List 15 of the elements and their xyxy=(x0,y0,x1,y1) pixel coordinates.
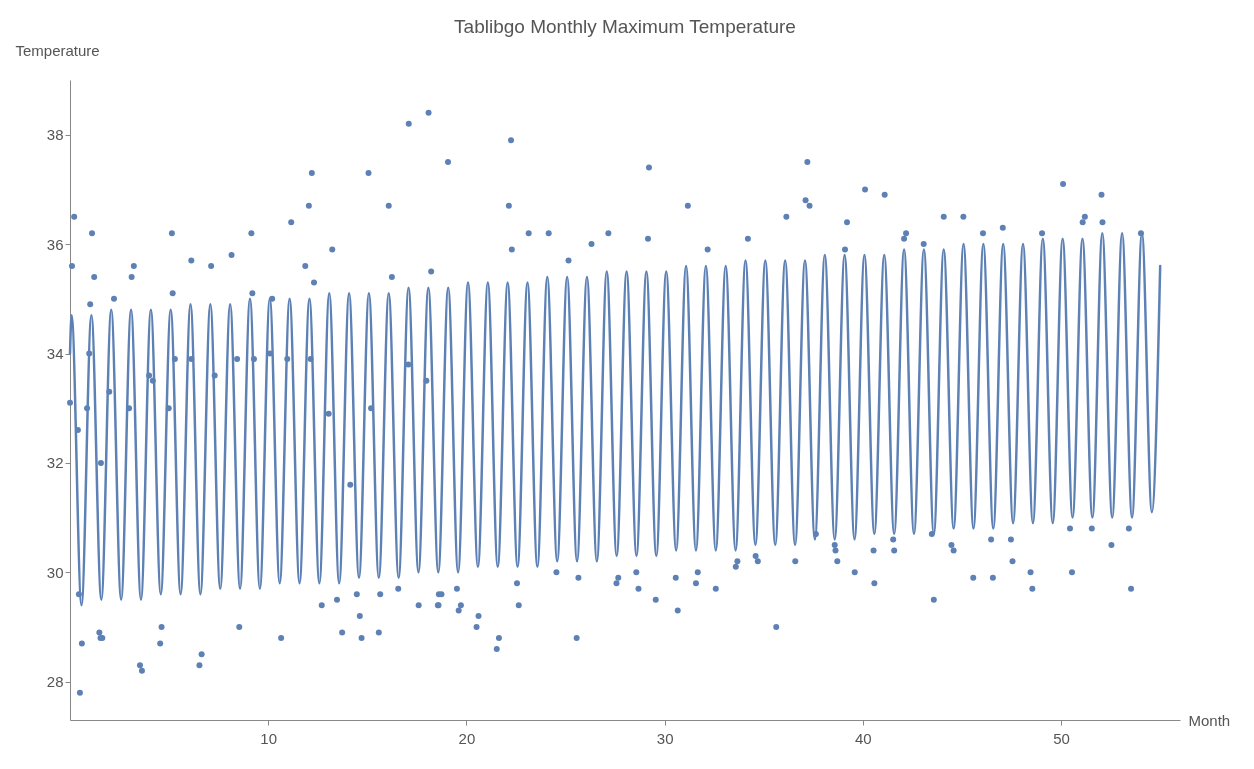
x-tick-label: 50 xyxy=(1053,729,1070,747)
x-axis-title: Month xyxy=(1188,711,1231,729)
x-tick-label: 10 xyxy=(260,729,278,747)
x-tick-label: 40 xyxy=(855,729,872,747)
chart-title: Tablibgo Monthly Maximum Temperature xyxy=(454,16,796,37)
y-tick-label: 34 xyxy=(46,345,64,362)
y-tick-label: 30 xyxy=(46,563,64,581)
y-tick-label: 28 xyxy=(46,673,64,691)
y-tick-label: 36 xyxy=(46,235,64,253)
line-series xyxy=(68,231,1162,607)
x-tick-label: 20 xyxy=(458,729,476,747)
y-tick-label: 32 xyxy=(46,454,64,472)
x-tick-label: 30 xyxy=(656,729,674,747)
y-axis-title: Temperature xyxy=(15,41,100,59)
y-tick-label: 38 xyxy=(46,126,64,144)
